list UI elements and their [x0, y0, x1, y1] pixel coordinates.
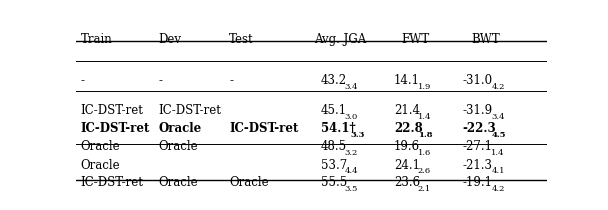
Text: Oracle: Oracle	[229, 176, 269, 189]
Text: 21.4: 21.4	[394, 104, 420, 117]
Text: -19.1: -19.1	[462, 176, 492, 189]
Text: Oracle: Oracle	[81, 159, 120, 172]
Text: 3.4: 3.4	[491, 113, 505, 121]
Text: FWT: FWT	[401, 33, 429, 46]
Text: 54.1†: 54.1†	[321, 122, 356, 135]
Text: IC-DST-ret: IC-DST-ret	[159, 104, 221, 117]
Text: 2.6: 2.6	[418, 168, 430, 176]
Text: -21.3: -21.3	[462, 159, 492, 172]
Text: 14.1: 14.1	[394, 74, 420, 87]
Text: -27.1: -27.1	[462, 140, 492, 153]
Text: -31.0: -31.0	[462, 74, 492, 87]
Text: 4.1: 4.1	[491, 168, 505, 176]
Text: 4.2: 4.2	[491, 185, 505, 193]
Text: 55.5: 55.5	[321, 176, 347, 189]
Text: Avg. JGA: Avg. JGA	[314, 33, 366, 46]
Text: 1.8: 1.8	[418, 131, 432, 139]
Text: BWT: BWT	[472, 33, 500, 46]
Text: 2.1: 2.1	[418, 185, 431, 193]
Text: -22.3: -22.3	[462, 122, 496, 135]
Text: Oracle: Oracle	[159, 140, 198, 153]
Text: IC-DST-ret: IC-DST-ret	[81, 122, 150, 135]
Text: IC-DST-ret: IC-DST-ret	[81, 104, 143, 117]
Text: IC-DST-ret: IC-DST-ret	[229, 122, 299, 135]
Text: 22.8: 22.8	[394, 122, 423, 135]
Text: -: -	[81, 74, 85, 87]
Text: 1.4: 1.4	[418, 113, 431, 121]
Text: 19.6: 19.6	[394, 140, 420, 153]
Text: -: -	[159, 74, 162, 87]
Text: 4.5: 4.5	[491, 131, 506, 139]
Text: 1.6: 1.6	[418, 149, 431, 157]
Text: 4.2: 4.2	[491, 83, 505, 91]
Text: 3.3: 3.3	[350, 131, 364, 139]
Text: 43.2: 43.2	[321, 74, 347, 87]
Text: Dev: Dev	[159, 33, 181, 46]
Text: 45.1: 45.1	[321, 104, 347, 117]
Text: IC-DST-ret: IC-DST-ret	[81, 176, 143, 189]
Text: 23.6: 23.6	[394, 176, 420, 189]
Text: 3.2: 3.2	[345, 149, 358, 157]
Text: 1.9: 1.9	[418, 83, 431, 91]
Text: Oracle: Oracle	[159, 122, 202, 135]
Text: Test: Test	[229, 33, 254, 46]
Text: 24.1: 24.1	[394, 159, 420, 172]
Text: 53.7: 53.7	[321, 159, 347, 172]
Text: -31.9: -31.9	[462, 104, 492, 117]
Text: 48.5: 48.5	[321, 140, 347, 153]
Text: Oracle: Oracle	[159, 176, 198, 189]
Text: -: -	[229, 74, 233, 87]
Text: Train: Train	[81, 33, 112, 46]
Text: 3.5: 3.5	[345, 185, 358, 193]
Text: 1.4: 1.4	[491, 149, 505, 157]
Text: Oracle: Oracle	[81, 140, 120, 153]
Text: 3.4: 3.4	[345, 83, 358, 91]
Text: 3.0: 3.0	[345, 113, 358, 121]
Text: 4.4: 4.4	[345, 168, 358, 176]
